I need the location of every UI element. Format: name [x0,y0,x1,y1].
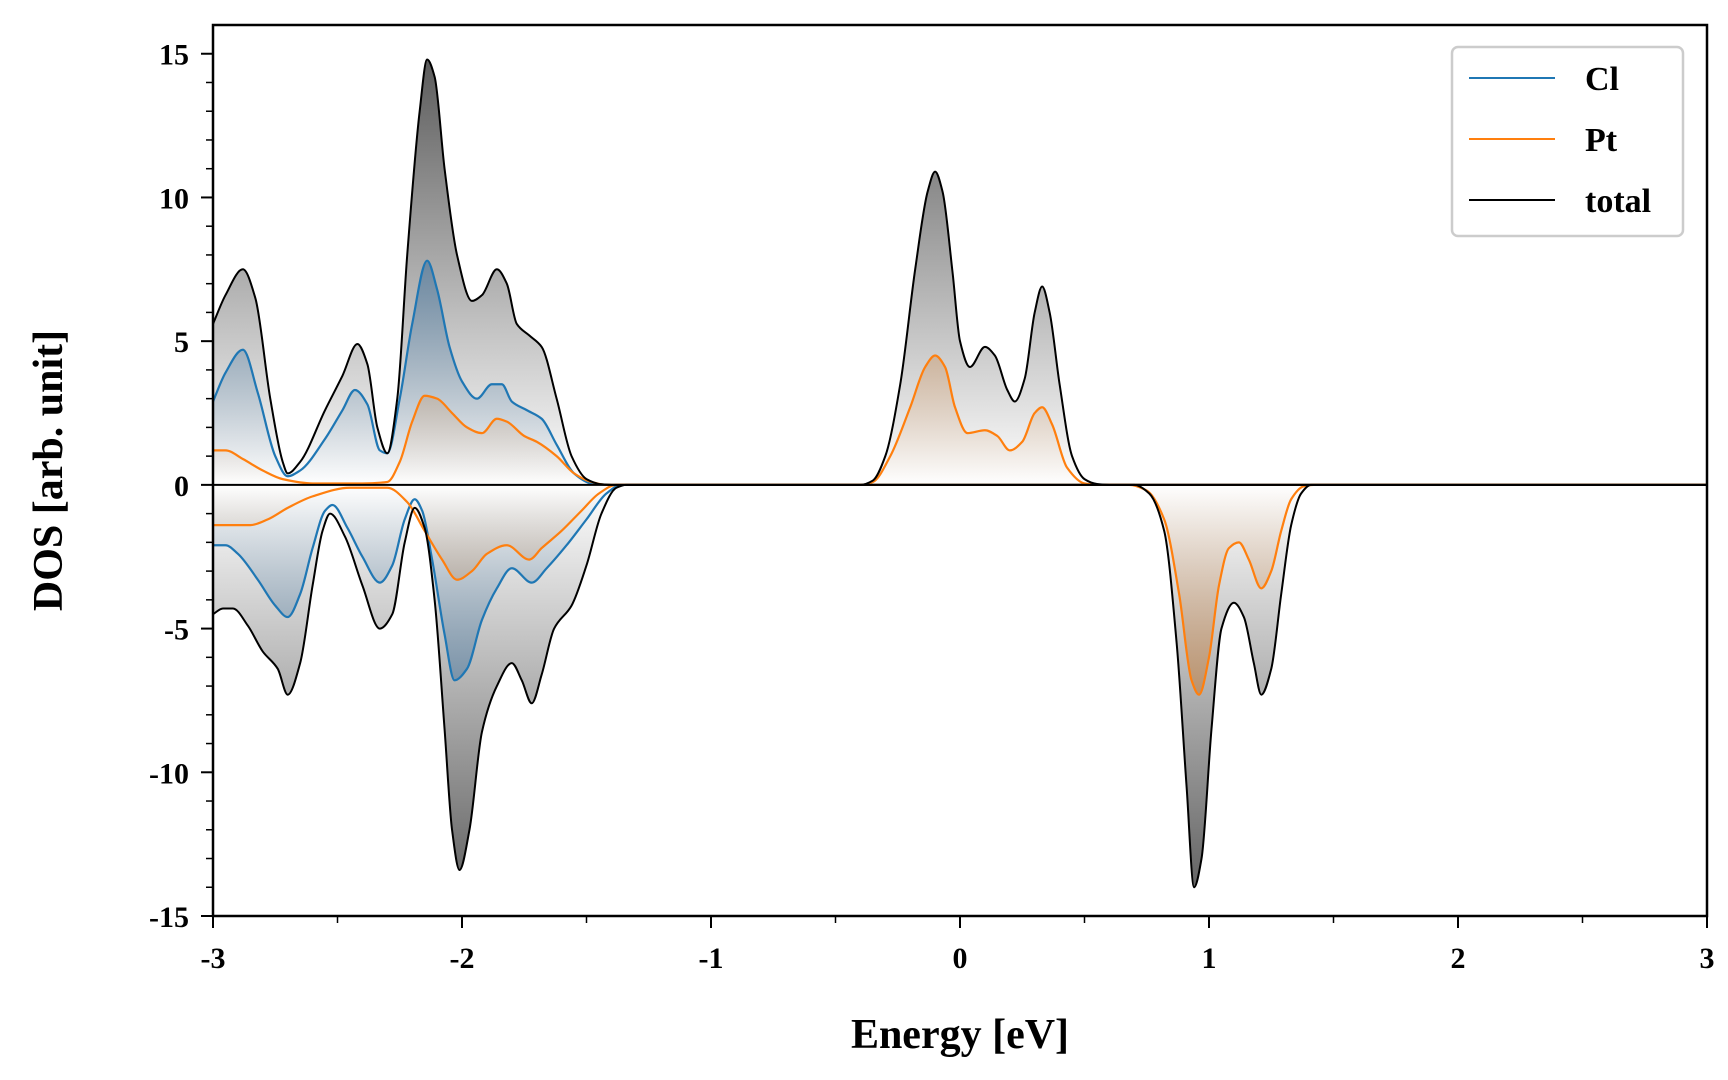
y-tick-label: -5 [164,614,189,647]
y-tick-label: 10 [159,182,189,215]
x-tick-label: 0 [953,942,968,975]
fill-layer [213,59,1707,888]
area-cl-spin-up [213,260,1707,485]
x-tick-label: 2 [1451,942,1466,975]
x-tick-label: -3 [201,942,226,975]
series-line-cl-spin-up [211,259,1707,486]
y-tick-label: -15 [149,901,189,934]
y-tick-label: 0 [174,470,189,503]
y-tick-label: -10 [149,757,189,790]
x-tick-label: 1 [1202,942,1217,975]
y-axis-title: DOS [arb. unit] [26,330,72,611]
x-tick-label: 3 [1700,942,1715,975]
series-line-cl-spin-down [213,483,1707,682]
y-tick-label: 15 [159,39,189,72]
x-axis-title: Energy [eV] [851,1012,1069,1058]
x-tick-label: -1 [699,942,724,975]
legend-label-pt: Pt [1585,122,1618,159]
y-tick-label: 5 [174,326,189,359]
series-line-total-spin-down [212,483,1707,889]
area-pt-spin-up [213,355,1707,485]
area-cl-spin-down [213,484,1707,681]
legend-label-cl: Cl [1585,61,1619,98]
legend: Cl Pt total [1450,45,1685,238]
legend-label-total: total [1585,183,1651,220]
x-tick-label: -2 [450,942,475,975]
series-line-total-spin-up [212,58,1707,486]
legend-box [1450,45,1685,238]
